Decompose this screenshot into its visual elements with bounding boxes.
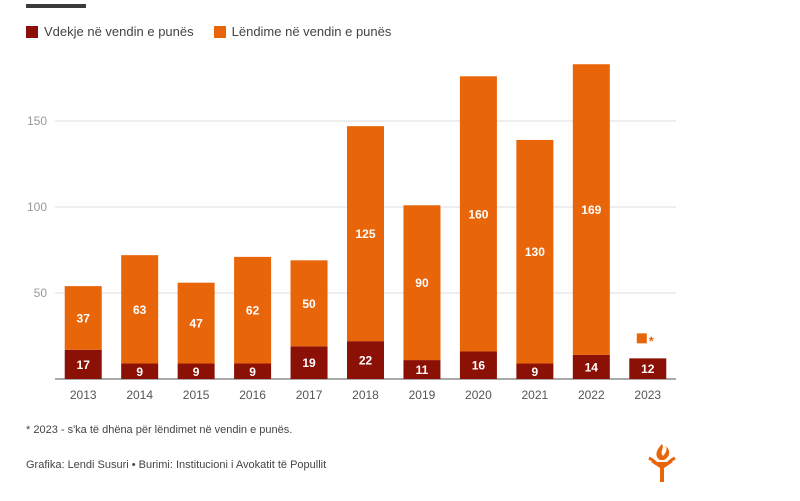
x-tick-label-2021: 2021	[522, 388, 549, 402]
label-injuries-2017: 50	[302, 297, 316, 311]
bar-deaths-2023	[629, 358, 667, 379]
legend-item-injuries: Lëndime në vendin e punës	[213, 24, 392, 39]
x-tick-label-2016: 2016	[239, 388, 266, 402]
bar-deaths-2019	[403, 360, 441, 379]
label-deaths-2020: 16	[472, 359, 486, 373]
legend: Vdekje në vendin e punës Lëndime në vend…	[26, 24, 391, 39]
label-injuries-2016: 62	[246, 304, 260, 318]
missing-marker-2023	[636, 333, 647, 344]
label-injuries-2014: 63	[133, 303, 147, 317]
bar-injuries-2015	[177, 282, 215, 364]
bar-injuries-2013	[64, 286, 102, 350]
bar-injuries-2021	[516, 139, 554, 364]
bar-injuries-2017	[290, 260, 328, 347]
legend-label-injuries: Lëndime në vendin e punës	[231, 24, 392, 39]
bar-deaths-2013	[64, 349, 102, 379]
bar-injuries-2014	[121, 255, 159, 364]
missing-asterisk-2023: *	[649, 333, 655, 348]
legend-item-deaths: Vdekje në vendin e punës	[26, 24, 194, 39]
x-axis: 2013 2014 2015 2016 2017 2018 2019 2020 2021 2022…	[70, 388, 662, 402]
y-axis: 50 100 150	[27, 114, 47, 300]
y-tick-label-150: 150	[27, 114, 47, 128]
bar-deaths-2021	[516, 363, 554, 379]
legend-swatch-injuries	[213, 25, 226, 38]
x-tick-label-2015: 2015	[183, 388, 210, 402]
legend-label-deaths: Vdekje në vendin e punës	[44, 24, 194, 39]
bar-injuries-2016	[234, 256, 272, 364]
x-tick-label-2023: 2023	[634, 388, 661, 402]
label-injuries-2015: 47	[189, 317, 203, 331]
x-tick-label-2017: 2017	[296, 388, 323, 402]
bar-deaths-2016	[234, 363, 272, 379]
bar-injuries-2022	[572, 64, 610, 355]
label-injuries-2018: 125	[355, 227, 375, 241]
bar-deaths-2017	[290, 346, 328, 379]
bar-deaths-2015	[177, 363, 215, 379]
label-injuries-2013: 37	[77, 311, 91, 325]
bar-deaths-2020	[459, 351, 497, 379]
bars	[64, 64, 667, 379]
x-tick-label-2018: 2018	[352, 388, 379, 402]
torch-logo-icon	[648, 444, 676, 482]
bar-deaths-2022	[572, 354, 610, 379]
bar-injuries-2020	[459, 76, 497, 352]
x-tick-label-2019: 2019	[409, 388, 436, 402]
label-deaths-2017: 19	[302, 356, 316, 370]
label-injuries-2021: 130	[525, 245, 545, 259]
value-labels: 17 37 9 63 9 47 9 62 19 50 22 125 11 90 16 160 9 130 14 169…	[77, 203, 655, 379]
x-tick-label-2022: 2022	[578, 388, 605, 402]
bar-injuries-2018	[347, 126, 384, 342]
label-deaths-2023: 12	[641, 362, 655, 376]
bar-deaths-2018	[347, 341, 384, 379]
label-injuries-2019: 90	[415, 276, 429, 290]
legend-swatch-deaths	[26, 25, 38, 38]
credits: Grafika: Lendi Susuri • Burimi: Instituc…	[26, 459, 327, 471]
label-deaths-2016: 9	[249, 365, 256, 379]
label-deaths-2021: 9	[532, 365, 539, 379]
stacked-bar-chart: 17 37 9 63 9 47 9 62 19 50 22 125 11 90 16 160 9 130 14 169…	[27, 64, 676, 402]
label-deaths-2019: 11	[416, 363, 429, 377]
x-tick-label-2013: 2013	[70, 388, 97, 402]
x-tick-label-2014: 2014	[126, 388, 153, 402]
label-injuries-2020: 160	[468, 207, 488, 221]
y-tick-label-50: 50	[34, 286, 48, 300]
bar-injuries-2019	[403, 205, 441, 361]
footnote: * 2023 - s'ka të dhëna për lëndimet në v…	[26, 424, 293, 436]
bar-deaths-2014	[121, 363, 159, 379]
label-deaths-2018: 22	[359, 354, 373, 368]
x-tick-label-2020: 2020	[465, 388, 492, 402]
label-injuries-2022: 169	[581, 203, 601, 217]
label-deaths-2022: 14	[585, 360, 599, 374]
y-tick-label-100: 100	[27, 200, 47, 214]
label-deaths-2014: 9	[136, 365, 143, 379]
header-rule	[26, 4, 86, 8]
label-deaths-2013: 17	[77, 358, 91, 372]
label-deaths-2015: 9	[193, 365, 200, 379]
